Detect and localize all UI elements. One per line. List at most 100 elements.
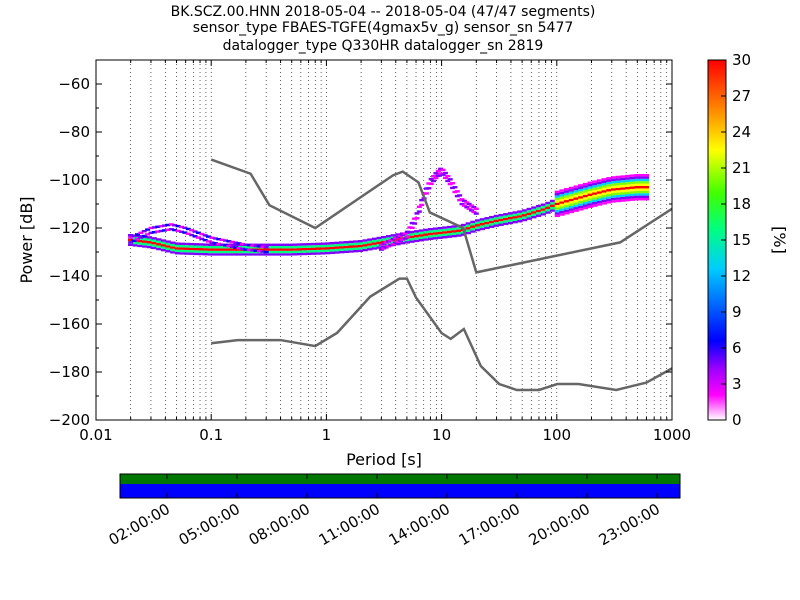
psd-cell — [414, 232, 420, 235]
psd-cell — [362, 246, 368, 249]
psd-cell — [282, 243, 289, 246]
psd-cell — [615, 199, 621, 203]
psd-cell — [531, 215, 537, 219]
psd-cell — [170, 248, 176, 252]
psd-cell — [610, 178, 617, 182]
psd-cell — [606, 191, 612, 194]
psd-cell — [174, 242, 181, 245]
psd-branch-cell — [412, 222, 418, 225]
psd-cell — [324, 251, 331, 255]
psd-cell — [531, 208, 537, 212]
psd-cell — [165, 242, 171, 246]
psd-cell — [639, 190, 645, 194]
psd-branch-cell — [229, 240, 235, 244]
psd-cell — [418, 234, 425, 237]
psd-cell — [587, 193, 593, 196]
psd-cell — [357, 244, 364, 248]
psd-cell — [535, 204, 542, 208]
psd-cell — [207, 243, 214, 246]
psd-cell — [479, 218, 485, 221]
psd-cell — [587, 195, 593, 199]
psd-cell — [489, 225, 495, 228]
psd-cell — [310, 252, 317, 255]
psd-cell — [409, 235, 415, 239]
psd-cell — [301, 250, 307, 253]
psd-cell — [610, 190, 617, 194]
psd-cell — [629, 184, 636, 187]
psd-cell — [550, 209, 556, 212]
psd-branch-cell — [199, 232, 205, 236]
psd-cell — [610, 195, 617, 198]
psd-cell — [592, 204, 598, 207]
psd-cell — [484, 224, 490, 227]
psd-branch-cell — [426, 187, 432, 190]
psd-cell — [315, 247, 321, 250]
psd-cell — [606, 198, 612, 202]
psd-cell — [479, 225, 485, 228]
psd-cell — [132, 241, 139, 245]
psd-cell — [559, 210, 565, 214]
psd-branch-cell — [216, 237, 222, 241]
psd-cell — [540, 210, 546, 214]
psd-cell — [489, 220, 495, 224]
psd-cell — [160, 239, 167, 242]
psd-cell — [446, 230, 453, 234]
psd-cell — [535, 214, 542, 217]
psd-cell — [371, 244, 378, 248]
psd-cell — [268, 243, 274, 246]
psd-cell — [629, 196, 636, 199]
psd-branch-cell — [461, 204, 467, 207]
psd-branch-cell — [165, 223, 171, 227]
psd-cell — [306, 247, 312, 251]
psd-cell — [268, 246, 274, 249]
psd-cell — [212, 246, 218, 249]
psd-cell — [273, 248, 279, 251]
psd-branch-cell — [260, 245, 266, 248]
psd-branch-cell — [145, 233, 151, 236]
psd-cell — [625, 191, 631, 195]
psd-branch-cell — [428, 182, 434, 186]
psd-cell — [212, 243, 218, 246]
psd-cell — [273, 250, 279, 254]
psd-cell — [151, 237, 157, 240]
psd-cell — [606, 184, 612, 187]
psd-cell — [564, 207, 570, 210]
psd-cell — [287, 248, 293, 251]
psd-cell — [620, 192, 626, 195]
psd-cell — [615, 182, 621, 186]
psd-cell — [348, 250, 354, 253]
psd-branch-cell — [158, 224, 164, 228]
psd-cell — [395, 233, 401, 236]
psd-cell — [573, 199, 579, 203]
psd-cell — [184, 252, 190, 255]
psd-cell — [193, 245, 199, 248]
psd-cell — [625, 174, 631, 178]
psd-cell — [188, 247, 195, 251]
psd-cell — [582, 197, 589, 200]
psd-branch-cell — [138, 236, 144, 239]
psd-branch-cell — [189, 229, 195, 232]
psd-branch-cell — [473, 212, 479, 215]
psd-branch-cell — [178, 225, 184, 229]
psd-cell — [493, 224, 500, 227]
colorbar-tick-label: 21 — [732, 159, 751, 177]
psd-cell — [156, 240, 162, 244]
psd-branch-cell — [433, 176, 439, 180]
psd-cell — [601, 194, 607, 198]
psd-cell — [296, 252, 303, 256]
psd-cell — [343, 250, 350, 254]
psd-cell — [596, 200, 603, 204]
psd-cell — [409, 238, 415, 241]
psd-cell — [446, 233, 453, 236]
psd-cell — [329, 246, 335, 250]
psd-cell — [610, 183, 617, 186]
psd-cell — [146, 245, 153, 249]
psd-cell — [620, 199, 626, 202]
psd-cell — [231, 248, 237, 251]
psd-branch-cell — [461, 199, 467, 203]
psd-cell — [179, 252, 185, 255]
psd-branch-cell — [233, 246, 239, 249]
psd-cell — [278, 250, 284, 254]
psd-cell — [324, 244, 331, 248]
plot-frame — [95, 59, 673, 421]
